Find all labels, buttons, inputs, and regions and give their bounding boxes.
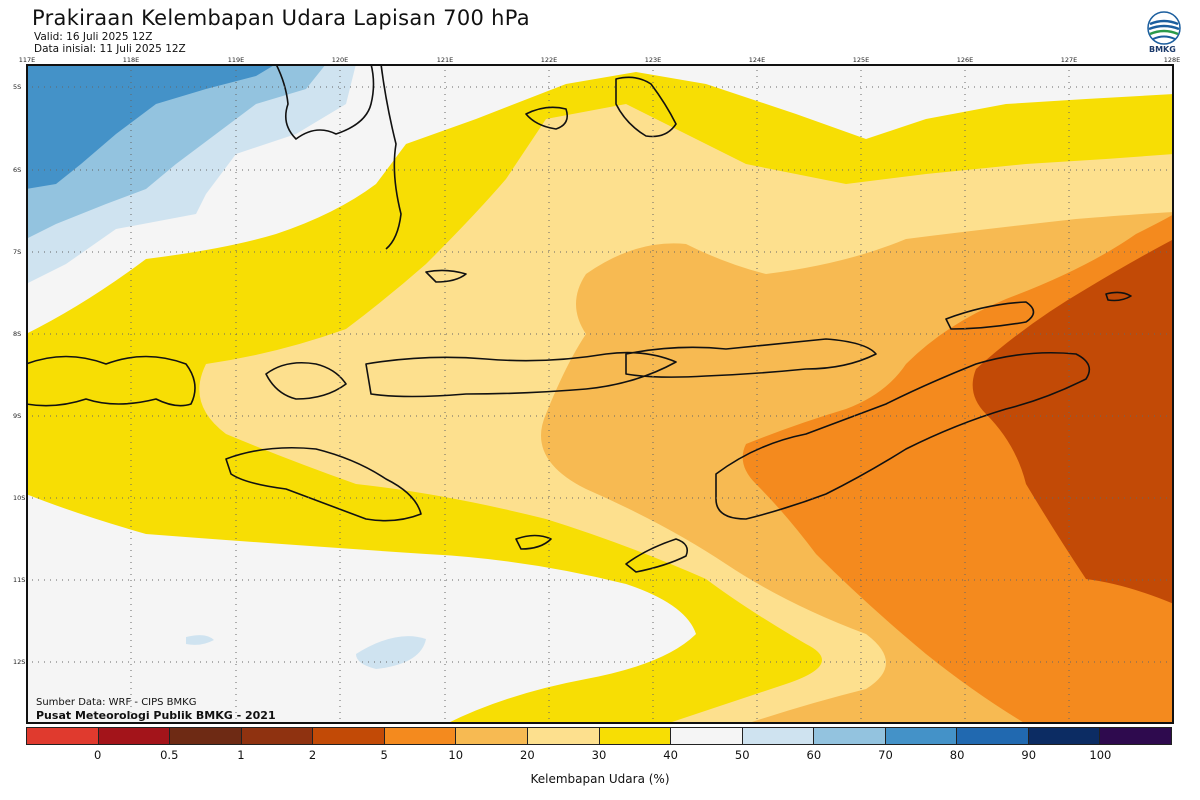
coastline-selayar	[615, 76, 677, 138]
colorbar-swatch	[599, 728, 672, 744]
humidity-80-zone	[26, 64, 276, 189]
lat-tick: 6S	[13, 166, 22, 174]
coastline-sulawesi-west	[275, 64, 375, 140]
colorbar-label: 50	[734, 748, 750, 762]
lat-lon-grid	[26, 64, 1174, 724]
colorbar-label: 100	[1089, 748, 1112, 762]
colorbar-swatch	[384, 728, 457, 744]
colorbar-swatch	[671, 728, 743, 744]
colorbar-swatch	[957, 728, 1029, 744]
logo-label: BMKG	[1149, 45, 1176, 54]
colorbar-swatch	[241, 728, 314, 744]
lon-tick: 124E	[748, 56, 766, 64]
coastline-sawu	[515, 534, 552, 550]
map-frame	[26, 64, 1174, 724]
colorbar-label: 90	[1021, 748, 1037, 762]
colorbar-swatch	[527, 728, 600, 744]
coastline-sulawesi-south	[380, 64, 402, 250]
coastline-sumba	[225, 446, 422, 522]
colorbar-label: 40	[663, 748, 678, 762]
lat-tick: 10S	[13, 494, 26, 502]
lon-tick: 119E	[227, 56, 245, 64]
humidity-60-zone	[356, 636, 426, 669]
colorbar-label: 20	[520, 748, 535, 762]
colorbar-swatch	[742, 728, 815, 744]
lat-tick: 11S	[13, 576, 26, 584]
lon-tick: 121E	[436, 56, 454, 64]
colorbar-label: 0.5	[160, 748, 179, 762]
lon-tick: 122E	[540, 56, 558, 64]
coastline-small-island	[1105, 291, 1132, 302]
colorbar-label: 70	[878, 748, 893, 762]
colorbar-swatch	[456, 728, 528, 744]
colorbar-swatch	[814, 728, 886, 744]
colorbar-label: 60	[806, 748, 822, 762]
lon-tick: 117E	[18, 56, 36, 64]
producer-credit: Pusat Meteorologi Publik BMKG - 2021	[36, 709, 276, 722]
bmkg-logo-icon	[1147, 11, 1181, 45]
valid-time: Valid: 16 Juli 2025 12Z	[34, 31, 153, 43]
coastline-alor-islands	[625, 338, 877, 378]
colorbar-label: 2	[308, 748, 317, 762]
coastline-bonerate	[525, 106, 569, 130]
coastline-small-island	[425, 269, 467, 283]
colorbar-label: 0	[93, 748, 102, 762]
coastline-sumbawa-west	[26, 355, 196, 407]
colorbar-swatch	[313, 728, 385, 744]
lat-tick: 12S	[13, 658, 26, 666]
humidity-60-zone	[186, 635, 214, 645]
coastline-lombok	[265, 361, 347, 400]
lat-tick: 5S	[13, 83, 22, 91]
humidity-map	[26, 64, 1174, 724]
colorbar-label: 5	[380, 748, 388, 762]
humidity-5-zone	[972, 239, 1174, 604]
colorbar-label: 1	[237, 748, 245, 762]
lon-tick: 120E	[331, 56, 349, 64]
colorbar-label: 80	[949, 748, 965, 762]
colorbar-label: 10	[448, 748, 464, 762]
data-source: Sumber Data: WRF - CIPS BMKG	[36, 697, 197, 708]
colorbar-swatch	[98, 728, 171, 744]
lon-tick: 126E	[956, 56, 974, 64]
colorbar	[26, 727, 1172, 745]
colorbar-swatch	[170, 728, 242, 744]
lon-tick: 123E	[644, 56, 662, 64]
lat-tick: 9S	[13, 412, 22, 420]
colorbar-title: Kelembapan Udara (%)	[530, 772, 670, 786]
lon-tick: 128E	[1163, 56, 1181, 64]
coastline-wetar	[945, 301, 1035, 330]
colorbar-swatch	[27, 728, 99, 744]
colorbar-swatch	[1100, 728, 1171, 744]
coastline-rote	[625, 538, 689, 573]
coastline-flores	[365, 351, 677, 398]
lat-tick: 8S	[13, 330, 22, 338]
colorbar-swatch	[885, 728, 958, 744]
lon-tick: 127E	[1060, 56, 1078, 64]
colorbar-label: 30	[591, 748, 607, 762]
lon-tick: 125E	[852, 56, 870, 64]
coastlines	[26, 64, 1132, 573]
lat-tick: 7S	[13, 248, 22, 256]
initial-data-time: Data inisial: 11 Juli 2025 12Z	[34, 43, 186, 55]
map-title: Prakiraan Kelembapan Udara Lapisan 700 h…	[32, 6, 530, 30]
lon-tick: 118E	[122, 56, 140, 64]
colorbar-swatch	[1028, 728, 1101, 744]
